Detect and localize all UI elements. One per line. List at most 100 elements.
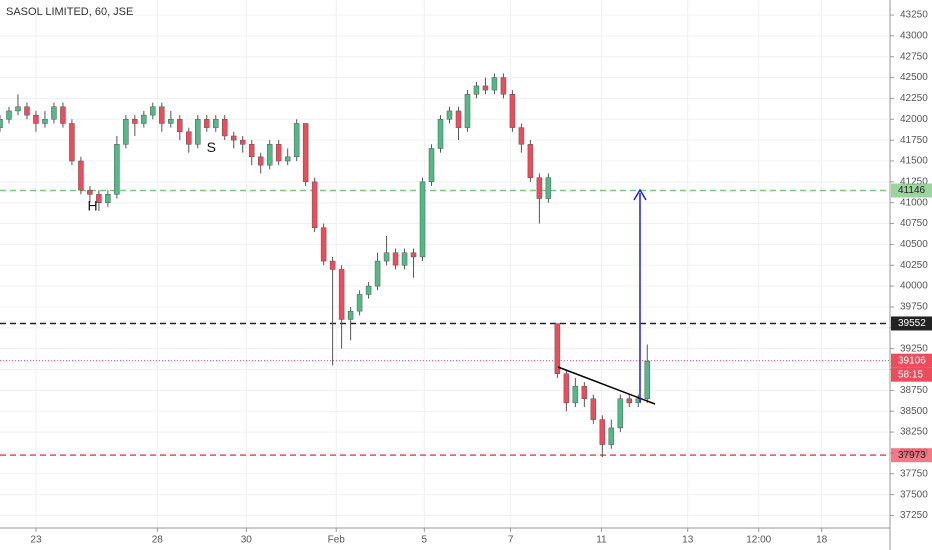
candle-body xyxy=(545,177,552,199)
candle-body xyxy=(356,294,363,312)
candle-body xyxy=(42,119,48,124)
y-tick-label: 38750 xyxy=(900,385,928,396)
price-label: 39106 xyxy=(898,355,926,366)
x-tick-label: 28 xyxy=(152,535,164,546)
y-tick-label: 39250 xyxy=(900,343,928,354)
y-tick-label: 42000 xyxy=(900,114,928,125)
candle-body xyxy=(177,119,183,133)
x-tick-label: 5 xyxy=(422,535,428,546)
candle-body xyxy=(195,119,201,145)
axes: 3725037500377503800038250385003875039000… xyxy=(30,10,932,546)
candle-body xyxy=(239,139,246,145)
y-tick-label: 37250 xyxy=(900,510,928,521)
pattern-label: S xyxy=(207,139,216,155)
y-tick-label: 43250 xyxy=(900,10,928,21)
pattern-label: H xyxy=(88,198,98,214)
candle-body xyxy=(464,94,471,128)
x-tick-label: 30 xyxy=(241,535,253,546)
price-label-bg xyxy=(891,316,932,331)
y-tick-label: 41750 xyxy=(900,135,928,146)
chart-title: SASOL LIMITED, 60, JSE xyxy=(6,6,133,18)
candle-body xyxy=(590,398,597,420)
price-label-bg xyxy=(891,353,932,368)
y-tick-label: 40500 xyxy=(900,239,928,250)
y-tick-label: 39750 xyxy=(900,302,928,313)
y-tick-label: 41000 xyxy=(900,197,928,208)
candle-body xyxy=(168,119,174,124)
candle-body xyxy=(446,110,453,120)
grid xyxy=(0,0,890,528)
candle-body xyxy=(401,252,408,266)
candle-body xyxy=(644,360,651,399)
candle-body xyxy=(159,106,165,124)
y-tick-label: 38500 xyxy=(900,406,928,417)
candle-body xyxy=(329,260,336,270)
y-tick-label: 43000 xyxy=(900,31,928,42)
candle-body xyxy=(311,181,318,228)
candle-body xyxy=(536,177,543,199)
y-tick-label: 42500 xyxy=(900,72,928,83)
candle-body xyxy=(257,156,264,166)
candle-body xyxy=(33,114,39,124)
x-tick-label: 23 xyxy=(30,535,42,546)
candle-body xyxy=(626,398,633,404)
candle-body xyxy=(437,119,444,149)
candle-body xyxy=(6,110,12,120)
candle-body xyxy=(186,131,192,145)
candle-body xyxy=(204,119,210,128)
candle-body xyxy=(608,427,615,445)
price-label: 37973 xyxy=(898,450,926,461)
y-tick-label: 40750 xyxy=(900,218,928,229)
x-tick-label: 12:00 xyxy=(746,535,771,546)
candle-body xyxy=(320,227,327,262)
y-tick-label: 38250 xyxy=(900,427,928,438)
candle-body xyxy=(365,285,372,295)
candle-body xyxy=(383,252,390,262)
candle-body xyxy=(24,106,30,116)
candle-body xyxy=(293,123,300,158)
price-label-bg xyxy=(891,183,932,198)
candle-body xyxy=(114,144,120,195)
candle-body xyxy=(599,419,606,445)
candle-body xyxy=(374,260,381,287)
candle-body xyxy=(491,77,498,91)
candle-body xyxy=(572,385,579,404)
y-tick-label: 40000 xyxy=(900,281,928,292)
y-tick-label: 37500 xyxy=(900,489,928,500)
candle-body xyxy=(473,85,480,95)
x-tick-label: 18 xyxy=(816,535,828,546)
candle-body xyxy=(428,148,435,183)
candle-body xyxy=(563,373,570,404)
candle-body xyxy=(87,189,93,195)
candles xyxy=(0,73,651,458)
candle-body xyxy=(419,181,426,258)
countdown-bg xyxy=(891,367,932,382)
candle-body xyxy=(69,123,75,162)
candle-body xyxy=(500,77,507,95)
candle-body xyxy=(15,106,21,112)
candle-body xyxy=(132,119,138,124)
candle-body xyxy=(105,194,111,203)
candle-body xyxy=(0,119,3,128)
arrow-head xyxy=(633,188,647,201)
y-tick-label: 42250 xyxy=(900,93,928,104)
price-label: 39552 xyxy=(898,318,926,329)
x-tick-label: 13 xyxy=(682,535,694,546)
candle-body xyxy=(51,106,57,120)
x-tick-label: 11 xyxy=(596,535,607,546)
candle-body xyxy=(248,144,255,158)
y-tick-label: 37750 xyxy=(900,468,928,479)
candle-body xyxy=(482,85,489,91)
candle-body xyxy=(347,310,354,320)
candle-body xyxy=(123,119,129,145)
candle-body xyxy=(410,252,417,258)
candle-body xyxy=(527,144,534,178)
candle-body xyxy=(581,385,588,399)
candle-body xyxy=(455,110,462,128)
y-tick-label: 41250 xyxy=(900,176,928,187)
candle-body xyxy=(284,156,291,162)
y-tick-label: 41500 xyxy=(900,156,928,167)
candle-body xyxy=(78,160,84,191)
